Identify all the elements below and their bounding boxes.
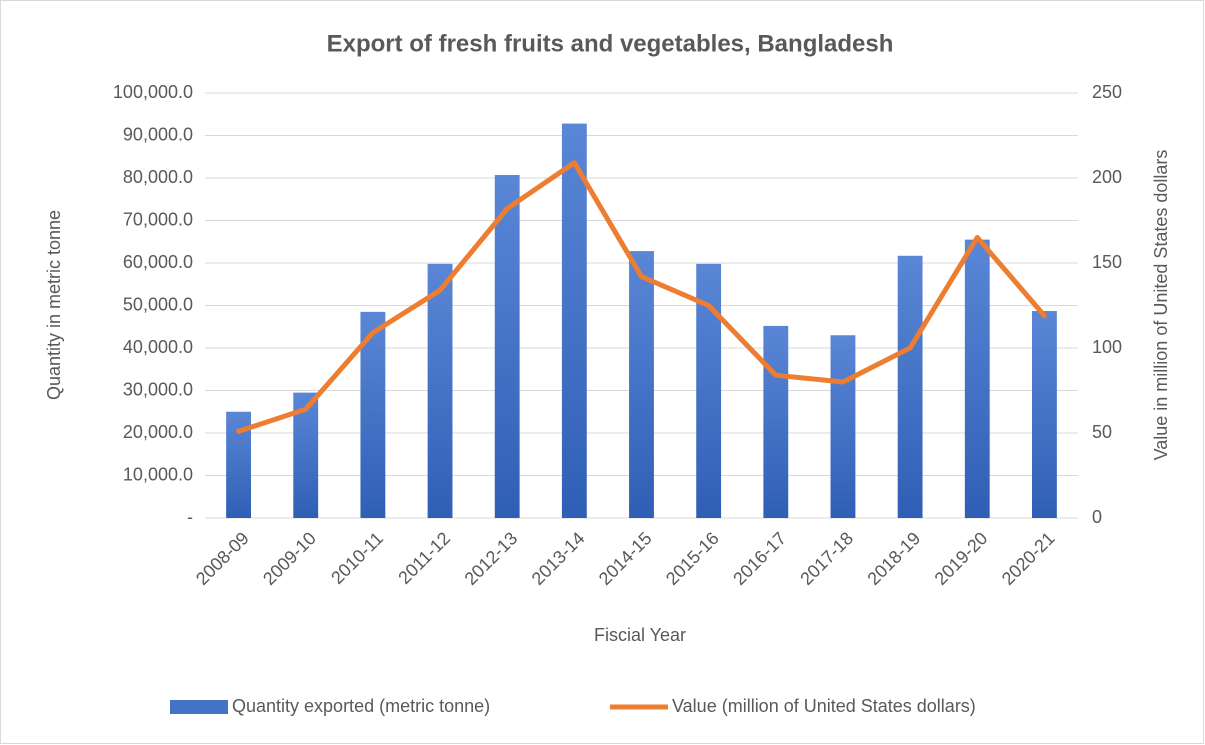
y2-tick-label: 100: [1092, 337, 1122, 357]
legend-label: Quantity exported (metric tonne): [232, 696, 490, 716]
bar: [763, 325, 789, 518]
y-tick-label: 40,000.0: [123, 337, 193, 357]
x-axis-title: Fiscial Year: [594, 625, 686, 645]
bar: [629, 251, 654, 518]
y-tick-label: 30,000.0: [123, 379, 193, 399]
legend-label: Value (million of United States dollars): [672, 696, 976, 716]
y-tick-label: 70,000.0: [123, 209, 193, 229]
bar: [427, 263, 453, 518]
y-tick-label: 10,000.0: [123, 464, 193, 484]
y-tick-label: 60,000.0: [123, 252, 193, 272]
bar: [830, 335, 856, 518]
y-tick-label: -: [187, 507, 193, 527]
y2-axis-title: Value in million of United States dollar…: [1151, 150, 1171, 461]
y-tick-label: 90,000.0: [123, 124, 193, 144]
line: [236, 160, 1047, 434]
bar: [897, 255, 923, 518]
y2-tick-label: 150: [1092, 252, 1122, 272]
legend-swatch: [170, 700, 228, 714]
y2-tick-label: 50: [1092, 422, 1112, 442]
y-tick-label: 50,000.0: [123, 294, 193, 314]
bar: [561, 123, 587, 518]
y-tick-label: 20,000.0: [123, 422, 193, 442]
y2-tick-label: 200: [1092, 167, 1122, 187]
y-tick-label: 100,000.0: [113, 82, 193, 102]
y-axis-title: Quantity in metric tonne: [44, 210, 64, 400]
y-tick-label: 80,000.0: [123, 167, 193, 187]
bar: [360, 311, 386, 518]
y2-tick-label: 250: [1092, 82, 1122, 102]
y2-tick-label: 0: [1092, 507, 1102, 527]
bar: [1031, 311, 1057, 518]
bar: [494, 175, 520, 518]
chart-title: Export of fresh fruits and vegetables, B…: [327, 30, 894, 57]
bar: [964, 239, 990, 518]
